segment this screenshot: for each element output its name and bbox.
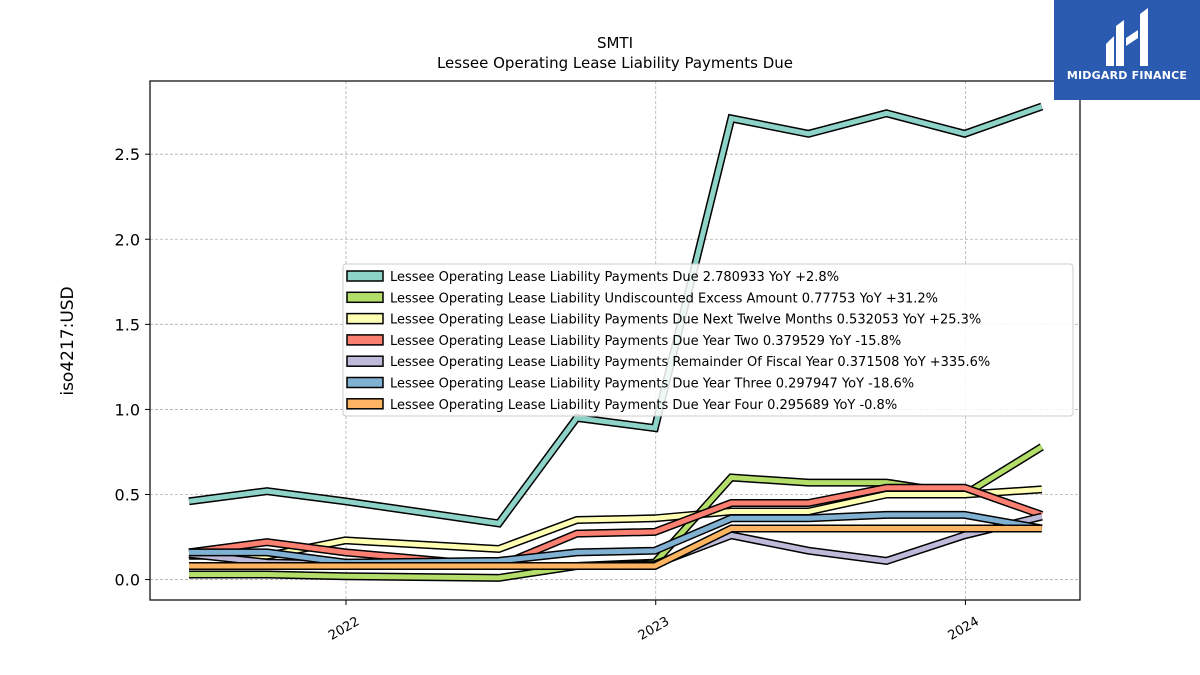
legend-box bbox=[342, 263, 1074, 417]
series-line-5 bbox=[189, 512, 1043, 566]
legend-entry-label: Lessee Operating Lease Liability Payment… bbox=[390, 398, 897, 413]
x-tick-label: 2023 bbox=[636, 614, 672, 644]
legend-entry-label: Lessee Operating Lease Liability Payment… bbox=[390, 313, 981, 328]
chart-title: SMTI bbox=[597, 34, 633, 52]
logo-text: MIDGARD FINANCE bbox=[1066, 69, 1188, 82]
series-lines bbox=[188, 102, 1044, 582]
midgard-finance-logo: MIDGARD FINANCE bbox=[1054, 0, 1200, 100]
y-axis: 0.0 0.5 1.0 1.5 2.0 2.5 bbox=[115, 145, 150, 590]
y-tick-label: 1.5 bbox=[115, 315, 140, 334]
legend-entry-label: Lessee Operating Lease Liability Payment… bbox=[390, 377, 914, 392]
logo-mark-icon bbox=[1106, 8, 1148, 66]
x-tick-label: 2022 bbox=[326, 614, 362, 644]
chart-subtitle: Lessee Operating Lease Liability Payment… bbox=[437, 54, 793, 72]
y-tick-label: 0.5 bbox=[115, 485, 140, 504]
legend-entry-label: Lessee Operating Lease Liability Payment… bbox=[390, 334, 901, 349]
legend-swatch bbox=[346, 398, 384, 410]
plot-frame bbox=[149, 80, 1081, 601]
series-line-6 bbox=[189, 526, 1042, 569]
y-tick-label: 2.0 bbox=[115, 230, 140, 249]
legend-swatch bbox=[346, 291, 384, 304]
legend-entry-label: Lessee Operating Lease Liability Undisco… bbox=[390, 291, 938, 306]
x-axis: 2022 2023 2024 bbox=[326, 600, 982, 644]
legend-swatch bbox=[346, 270, 384, 282]
legend-entry-label: Lessee Operating Lease Liability Payment… bbox=[390, 355, 990, 370]
y-tick-label: 2.5 bbox=[115, 145, 140, 164]
legend-swatch bbox=[346, 312, 384, 325]
legend-swatch bbox=[346, 334, 384, 346]
y-axis-label: iso4217:USD bbox=[58, 286, 78, 395]
legend-entry-label: Lessee Operating Lease Liability Payment… bbox=[390, 270, 839, 285]
y-tick-label: 0.0 bbox=[115, 571, 140, 590]
legend-swatch bbox=[346, 355, 384, 367]
series-line-0 bbox=[188, 104, 1043, 527]
y-tick-label: 1.0 bbox=[115, 400, 140, 419]
x-tick-label: 2024 bbox=[946, 614, 982, 644]
series-line-3 bbox=[188, 485, 1043, 569]
legend-swatch bbox=[346, 376, 384, 389]
legend: Lessee Operating Lease Liability Payment… bbox=[342, 263, 1074, 417]
